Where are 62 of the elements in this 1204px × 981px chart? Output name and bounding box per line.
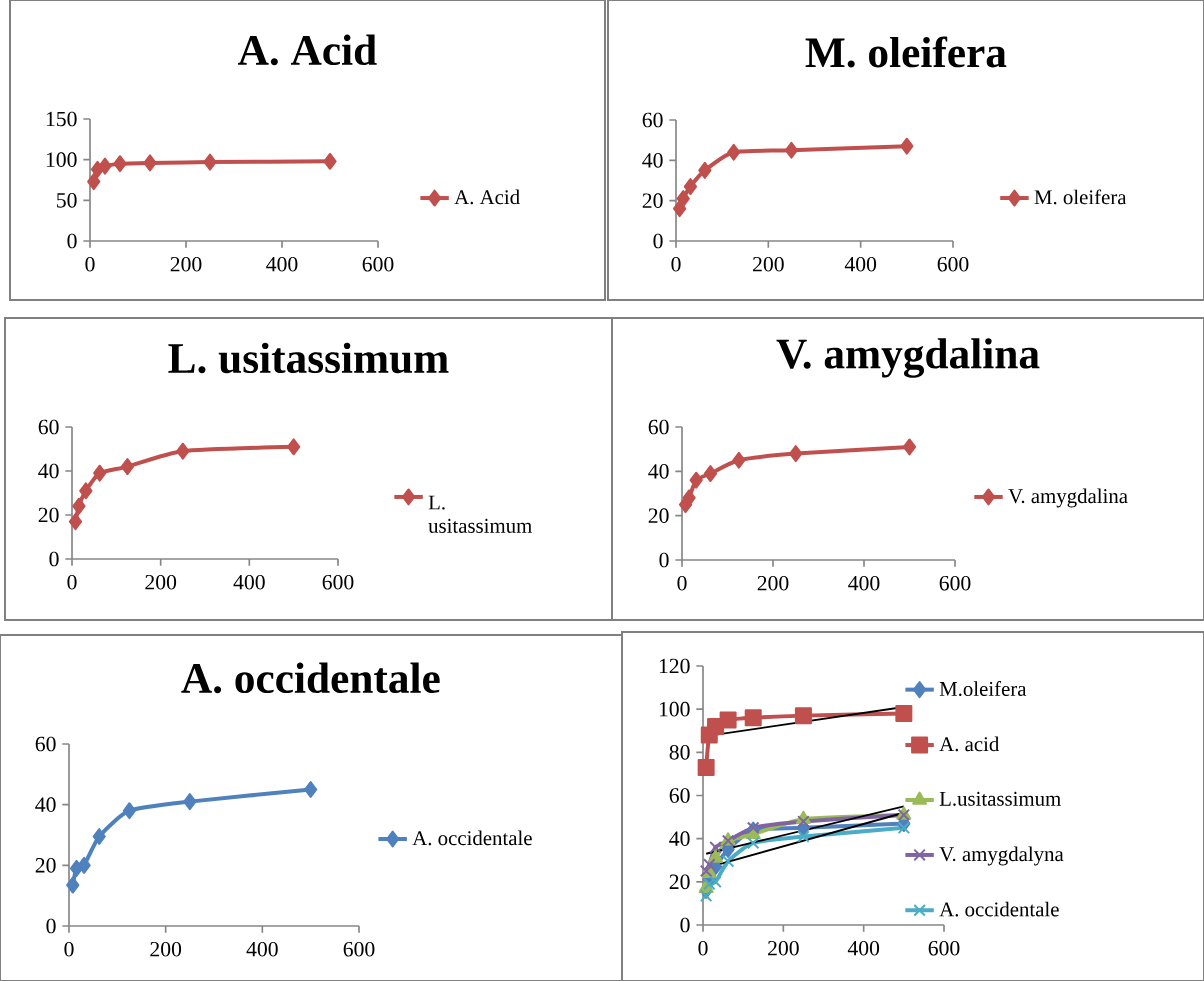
legend-label: A. occidentale [939, 901, 1059, 917]
legend-label: A. Acid [454, 189, 520, 205]
x-tick-label: 200 [145, 574, 177, 590]
y-tick-label: 40 [669, 831, 690, 846]
chart-title: A. Acid [238, 34, 377, 66]
y-tick-label: 0 [659, 552, 669, 568]
y-tick-label: 0 [653, 233, 663, 249]
y-tick-label: 120 [659, 658, 690, 674]
y-tick-label: 0 [680, 917, 690, 933]
y-tick-label: 20 [642, 193, 663, 208]
y-tick-label: 150 [46, 111, 77, 127]
x-tick-label: 200 [757, 575, 789, 591]
x-tick-label: 600 [322, 574, 354, 590]
legend-label: V. amygdalina [1008, 488, 1128, 508]
legend-label: L. usitassimum [428, 495, 532, 533]
y-tick-label: 60 [669, 788, 690, 803]
y-tick-label: 20 [669, 874, 690, 890]
x-tick-label: 600 [939, 575, 971, 591]
legend-label: V. amygdalyna [939, 846, 1064, 866]
x-tick-label: 200 [753, 256, 784, 272]
y-tick-label: 0 [49, 551, 59, 567]
x-tick-label: 200 [150, 941, 182, 957]
chart-title: M. oleifera [805, 36, 1007, 68]
x-tick-label: 200 [768, 940, 799, 956]
y-tick-label: 0 [67, 233, 77, 249]
x-tick-label: 0 [85, 256, 95, 272]
x-tick-label: 400 [844, 256, 877, 272]
x-tick-label: 600 [928, 940, 960, 956]
x-tick-label: 200 [170, 256, 202, 272]
y-tick-label: 80 [669, 745, 690, 760]
chart-title: L. usitassimum [168, 342, 449, 374]
y-tick-label: 20 [35, 858, 56, 873]
legend-label: M. oleifera [1034, 189, 1127, 205]
x-tick-label: 600 [362, 256, 394, 272]
x-tick-label: 600 [937, 256, 969, 272]
y-tick-label: 40 [35, 797, 56, 812]
legend-label: M.oleifera [939, 681, 1027, 697]
y-tick-label: 20 [648, 508, 669, 523]
x-tick-label: 400 [847, 940, 880, 956]
y-tick-label: 20 [38, 507, 59, 523]
y-tick-label: 50 [57, 193, 77, 208]
x-tick-label: 400 [848, 575, 880, 591]
y-tick-label: 60 [642, 112, 663, 128]
x-tick-label: 0 [698, 940, 708, 956]
y-tick-label: 60 [38, 419, 59, 435]
x-tick-label: 600 [343, 941, 375, 957]
legend-label: A. acid [939, 736, 1000, 752]
x-tick-label: 400 [246, 941, 278, 957]
y-tick-label: 100 [659, 701, 690, 717]
x-tick-label: 400 [266, 256, 298, 272]
y-tick-label: 40 [648, 464, 669, 479]
legend-label: L.usitassimum [939, 791, 1061, 806]
y-tick-label: 60 [648, 419, 669, 435]
chart-title: A. occidentale [181, 662, 440, 694]
legend-label: A. occidentale [412, 830, 532, 846]
y-tick-label: 0 [46, 918, 56, 934]
y-tick-label: 60 [35, 736, 56, 752]
x-tick-label: 400 [233, 574, 265, 590]
y-tick-label: 40 [642, 153, 663, 168]
y-tick-label: 100 [46, 152, 77, 167]
chart-title: V. amygdalina [776, 338, 1040, 378]
y-tick-label: 40 [38, 463, 59, 479]
